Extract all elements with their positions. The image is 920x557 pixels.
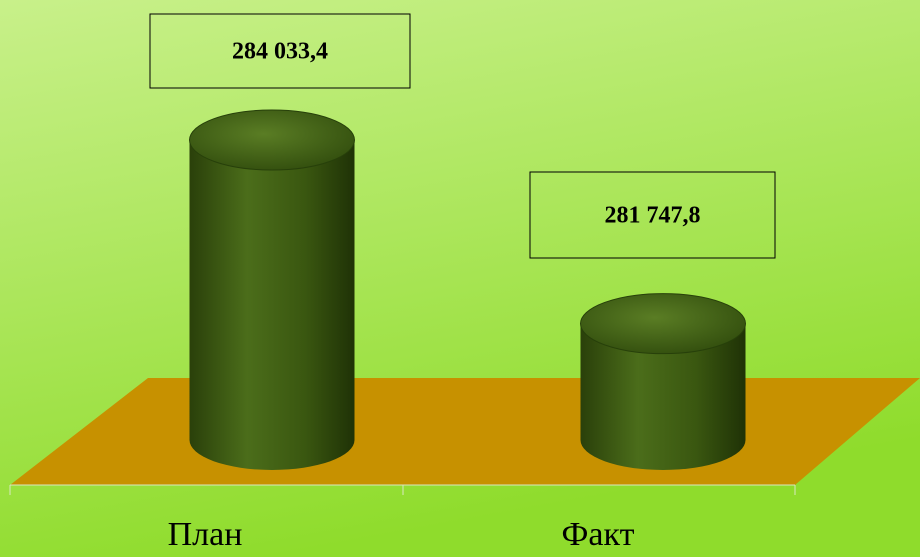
cylinder <box>580 293 746 470</box>
value-label: 284 033,4 <box>232 39 328 65</box>
cylinder-top <box>189 109 355 171</box>
cylinder-body <box>580 323 746 470</box>
cylinder <box>189 109 355 470</box>
x-tick-label: Факт <box>562 516 635 553</box>
value-label-box <box>149 13 411 89</box>
cylinder-top <box>580 293 746 355</box>
value-label-box <box>529 171 776 259</box>
x-tick-label: План <box>168 516 243 553</box>
floor <box>10 378 920 485</box>
floor-ticks <box>9 484 796 495</box>
value-label: 281 747,8 <box>605 203 701 229</box>
cylinder-body <box>189 140 355 470</box>
